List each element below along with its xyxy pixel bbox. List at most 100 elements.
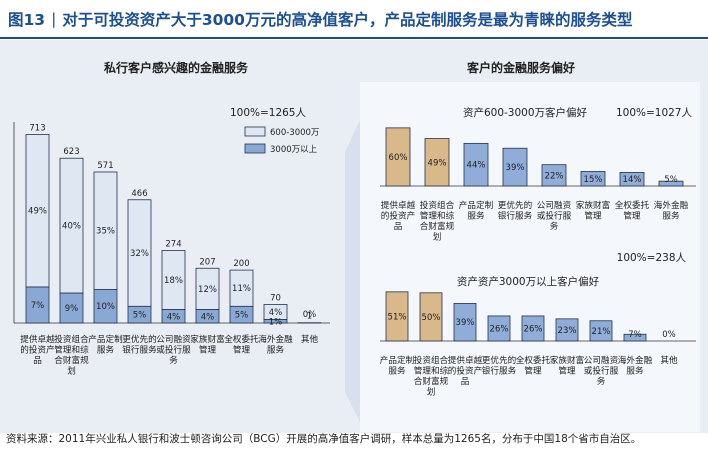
panel-connector xyxy=(345,120,360,422)
legend-swatch-light xyxy=(244,126,266,137)
right-top-category-label: 服务 xyxy=(662,210,680,222)
left-category-label: 家族财富 xyxy=(190,333,224,345)
legend-swatch-dark xyxy=(244,143,266,154)
right-top-category-label: 银行服务 xyxy=(498,210,533,222)
right-bottom-category-label: 服务 xyxy=(388,365,406,377)
right-top-bar xyxy=(580,171,606,187)
left-bar-dark-label: 9% xyxy=(65,304,79,314)
left-bar-total: 713 xyxy=(29,123,45,133)
right-bottom-bar-label: 7% xyxy=(628,330,642,340)
right-bottom-subtitle: 资产资产3000万以上客户偏好 xyxy=(457,275,600,288)
right-top-category-label: 投资组合 xyxy=(420,199,455,211)
right-bottom-bar-label: 21% xyxy=(592,327,611,337)
right-bottom-category-label: 合财富规 xyxy=(414,375,449,387)
left-bar-total: 274 xyxy=(165,240,181,250)
left-category-label: 或投行服 xyxy=(156,344,191,356)
right-top-bar xyxy=(658,180,684,187)
title-separator: | xyxy=(51,10,57,28)
right-bottom-category-label: 其他 xyxy=(660,354,678,366)
left-bar-dark xyxy=(229,305,254,324)
left-bar-light-label: 49% xyxy=(28,207,47,217)
right-bottom-bar-label: 26% xyxy=(524,324,543,334)
left-bar-dark-label: 7% xyxy=(31,301,45,311)
right-top-bar-label: 14% xyxy=(623,175,642,185)
source-note: 资料来源：2011年兴业私人银行和波士顿咨询公司（BCG）开展的高净值客户调研，… xyxy=(6,433,642,445)
left-bar-dark xyxy=(195,309,220,324)
right-top-category-label: 海外金融 xyxy=(654,199,689,211)
left-category-label: 管理和综 xyxy=(54,344,89,356)
left-category-label: 管理 xyxy=(199,344,217,356)
right-bottom-category-label: 提供卓越 xyxy=(448,354,483,366)
right-bottom-category-label: 家族财富 xyxy=(550,354,584,366)
left-category-label: 划 xyxy=(67,365,76,377)
left-bar-light-label: 35% xyxy=(96,227,115,237)
right-bottom-category-label: 管理 xyxy=(524,365,542,377)
left-bar-light-label: 12% xyxy=(198,285,217,295)
right-top-category-label: 公司融资 xyxy=(537,200,572,211)
right-top-bar-label: 39% xyxy=(506,163,525,173)
left-bar-total: 571 xyxy=(97,161,113,171)
right-top-bar-label: 60% xyxy=(389,153,408,163)
left-bar-dark xyxy=(127,305,152,324)
right-top-bar-label: 22% xyxy=(545,171,564,181)
left-bar-light-label: 32% xyxy=(130,249,149,259)
right-bottom-bar xyxy=(487,315,511,342)
left-bar-light-label: 40% xyxy=(62,222,81,232)
right-bottom-bar-label: 39% xyxy=(456,318,475,328)
right-bottom-category-label: 的投资产 xyxy=(448,365,482,377)
left-category-label: 管理 xyxy=(233,344,251,356)
left-bar-dark-label: 5% xyxy=(133,311,147,321)
right-top-bar xyxy=(385,127,411,187)
left-category-label: 务 xyxy=(169,354,178,366)
right-top-category-label: 管理 xyxy=(584,210,602,222)
right-bottom-category-label: 产品定制 xyxy=(380,354,414,366)
figure-title: 图13 | 对于可投资资产大于3000万元的高净值客户，产品定制服务是最为青睐的… xyxy=(0,0,708,38)
right-top-bar-label: 15% xyxy=(584,175,603,185)
left-category-label: 提供卓越 xyxy=(20,333,55,345)
right-top-category-label: 更优先的 xyxy=(498,199,532,211)
right-bottom-bar-label: 50% xyxy=(422,313,441,323)
right-bottom-category-label: 管理 xyxy=(558,365,576,377)
left-bar-light-label: 0% xyxy=(303,310,317,320)
left-bar-dark xyxy=(59,292,84,324)
left-bar-total: 1 xyxy=(307,312,312,322)
left-category-label: 公司融资 xyxy=(156,334,191,345)
figure-heading: 对于可投资资产大于3000万元的高净值客户，产品定制服务是最为青睐的服务类型 xyxy=(62,11,633,29)
right-top-subtitle: 资产600-3000万客户偏好 xyxy=(463,106,588,119)
right-bottom-category-label: 更优先的 xyxy=(482,354,516,366)
right-chart-title: 客户的金融服务偏好 xyxy=(466,60,575,75)
right-top-total-note: 100%=1027人 xyxy=(616,107,693,119)
right-top-category-label: 合财富规 xyxy=(420,220,455,232)
title-rule xyxy=(0,37,708,39)
right-bottom-total-note: 100%=238人 xyxy=(617,252,687,264)
right-top-bar-label: 5% xyxy=(664,175,678,185)
left-bar-total: 200 xyxy=(233,259,249,269)
left-bar-total: 207 xyxy=(199,257,215,267)
right-bottom-category-label: 品 xyxy=(461,376,470,387)
right-bottom-bar xyxy=(589,320,613,342)
left-category-label: 海外金融 xyxy=(258,333,293,345)
left-category-label: 产品定制 xyxy=(88,333,122,345)
right-bottom-bar xyxy=(453,303,477,342)
right-top-category-label: 服务 xyxy=(467,210,485,222)
right-bottom-bar xyxy=(419,292,443,342)
right-panel xyxy=(360,82,700,432)
right-top-bar-label: 44% xyxy=(467,161,486,171)
right-top-category-label: 的投资产 xyxy=(381,210,415,222)
left-category-label: 银行服务 xyxy=(122,344,157,356)
right-bottom-category-label: 务 xyxy=(597,375,606,387)
left-bar-dark-label: 1% xyxy=(269,317,283,327)
right-bottom-bar-label: 26% xyxy=(490,324,509,334)
left-bar-total: 623 xyxy=(63,147,79,157)
right-bottom-bar-label: 23% xyxy=(558,326,577,336)
left-category-label: 其他 xyxy=(301,333,319,345)
left-bar-dark xyxy=(93,289,118,324)
left-bar-dark xyxy=(263,319,288,324)
right-bottom-bar xyxy=(521,315,545,342)
right-top-category-label: 或投行服 xyxy=(537,210,572,222)
left-category-label: 更优先的 xyxy=(122,333,156,345)
right-bottom-bar xyxy=(385,291,409,342)
left-category-label: 服务 xyxy=(267,344,285,356)
right-top-category-label: 管理和综 xyxy=(420,210,455,222)
